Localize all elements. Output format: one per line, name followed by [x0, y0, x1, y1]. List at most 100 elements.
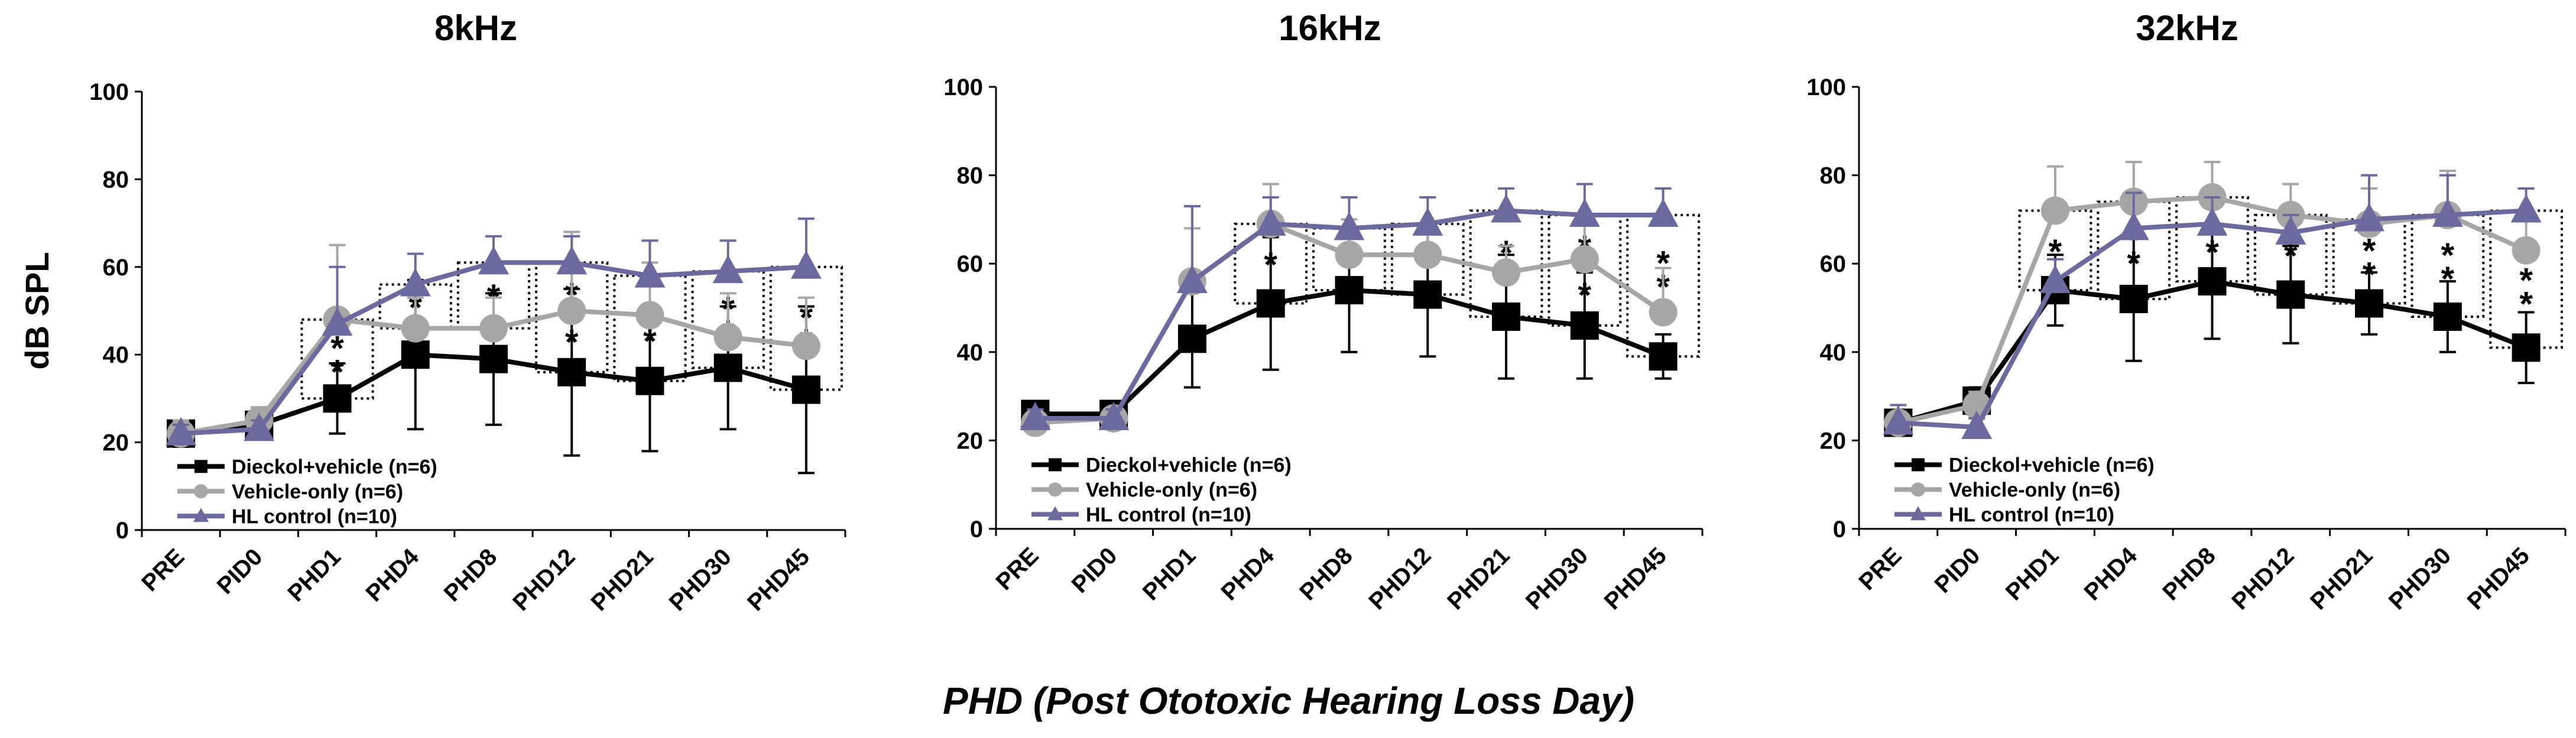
- significance-asterisk: *: [2519, 285, 2533, 323]
- data-point-square: [713, 353, 742, 382]
- legend-marker-circle: [1911, 482, 1925, 497]
- y-tick-label: 100: [1806, 74, 1846, 100]
- data-point-square: [1256, 289, 1285, 318]
- y-tick-label: 60: [957, 251, 984, 277]
- series-2: [1883, 174, 2542, 439]
- chart-title: 8kHz: [434, 8, 517, 48]
- data-point-triangle: [2275, 216, 2306, 245]
- data-point-triangle: [1569, 198, 1600, 227]
- data-point-circle: [1413, 240, 1442, 269]
- data-point-triangle: [478, 246, 509, 275]
- legend-label: HL control (n=10): [1949, 504, 2114, 526]
- significance-asterisk: *: [2519, 261, 2533, 300]
- legend-marker-square: [1049, 458, 1062, 472]
- data-point-square: [401, 340, 430, 369]
- data-point-triangle: [1961, 410, 1993, 439]
- y-tick-label: 80: [103, 167, 129, 193]
- data-point-triangle: [1176, 265, 1208, 294]
- y-tick-label: 60: [103, 255, 129, 281]
- data-point-square: [1177, 324, 1206, 353]
- legend-marker-triangle: [1047, 506, 1063, 521]
- data-point-triangle: [1412, 207, 1443, 236]
- data-point-triangle: [790, 250, 822, 279]
- data-point-triangle: [2432, 198, 2463, 227]
- legend-marker-square: [1912, 458, 1925, 472]
- legend-marker-triangle: [1910, 506, 1926, 521]
- y-tick-label: 20: [103, 430, 129, 456]
- data-point-triangle: [634, 259, 666, 288]
- data-point-circle: [479, 314, 508, 343]
- data-point-triangle: [1883, 406, 1914, 435]
- y-tick-label: 100: [89, 79, 129, 105]
- legend-marker-square: [194, 460, 207, 473]
- data-point-circle: [1570, 245, 1599, 274]
- legend: Dieckol+vehicle (n=6)Vehicle-only (n=6)H…: [1031, 454, 1292, 526]
- y-tick-label: 80: [957, 163, 984, 189]
- data-point-square: [2119, 285, 2148, 314]
- data-point-triangle: [1098, 402, 1130, 430]
- legend-label: Vehicle-only (n=6): [1949, 479, 2120, 502]
- chart-title: 16kHz: [1279, 8, 1381, 48]
- y-tick-label: 40: [103, 342, 129, 368]
- significance-asterisk: *: [2441, 260, 2455, 298]
- data-point-square: [1570, 311, 1599, 340]
- data-point-circle: [635, 301, 664, 330]
- data-point-triangle: [1020, 402, 1051, 430]
- data-point-triangle: [2197, 207, 2228, 236]
- significance-asterisk: *: [330, 330, 344, 368]
- y-tick-label: 0: [116, 518, 129, 544]
- data-point-square: [2276, 280, 2305, 309]
- data-point-circle: [713, 323, 742, 352]
- data-point-square: [635, 366, 664, 395]
- data-point-square: [791, 375, 820, 404]
- legend-label: HL control (n=10): [232, 505, 397, 528]
- significance-asterisk: *: [2363, 232, 2376, 270]
- legend-label: Dieckol+vehicle (n=6): [1086, 454, 1292, 477]
- y-tick-label: 0: [1833, 516, 1846, 542]
- chart-title: 32kHz: [2136, 8, 2238, 48]
- y-tick-label: 20: [1820, 428, 1847, 454]
- data-point-square: [1413, 280, 1442, 309]
- data-point-square: [2355, 289, 2384, 318]
- y-tick-label: 60: [1820, 251, 1847, 277]
- legend-marker-triangle: [193, 508, 209, 522]
- data-point-circle: [1649, 298, 1678, 327]
- data-point-circle: [1492, 258, 1521, 287]
- legend-label: Vehicle-only (n=6): [232, 480, 403, 503]
- legend-label: Vehicle-only (n=6): [1086, 479, 1257, 502]
- y-tick-label: 40: [957, 340, 984, 366]
- data-point-circle: [2040, 196, 2069, 225]
- data-point-triangle: [712, 255, 744, 284]
- series-2: [1020, 183, 1679, 430]
- figure-x-axis-label: PHD (Post Ototoxic Hearing Loss Day): [943, 680, 1634, 722]
- y-axis-label: dB SPL: [18, 252, 56, 369]
- data-point-square: [1492, 302, 1521, 331]
- legend-label: Dieckol+vehicle (n=6): [1949, 454, 2155, 477]
- data-point-triangle: [244, 412, 275, 441]
- series-2: [166, 217, 822, 446]
- significance-asterisk: *: [2049, 233, 2062, 271]
- data-point-triangle: [2354, 203, 2385, 232]
- data-point-triangle: [2510, 194, 2542, 223]
- legend-label: HL control (n=10): [1086, 504, 1251, 526]
- y-tick-label: 100: [943, 74, 983, 100]
- data-point-circle: [2512, 236, 2541, 265]
- data-point-square: [557, 357, 586, 386]
- data-point-circle: [401, 314, 430, 343]
- legend: Dieckol+vehicle (n=6)Vehicle-only (n=6)H…: [1894, 454, 2155, 526]
- legend: Dieckol+vehicle (n=6)Vehicle-only (n=6)H…: [177, 456, 437, 528]
- data-point-square: [2198, 267, 2227, 296]
- data-point-triangle: [1255, 207, 1286, 236]
- legend-marker-circle: [194, 484, 208, 499]
- data-point-triangle: [1334, 212, 1365, 240]
- significance-asterisk: *: [1656, 245, 1670, 283]
- data-point-square: [323, 384, 352, 413]
- y-tick-label: 20: [957, 428, 984, 454]
- data-point-triangle: [1491, 194, 1522, 223]
- y-tick-label: 80: [1820, 163, 1847, 189]
- data-point-triangle: [166, 417, 197, 446]
